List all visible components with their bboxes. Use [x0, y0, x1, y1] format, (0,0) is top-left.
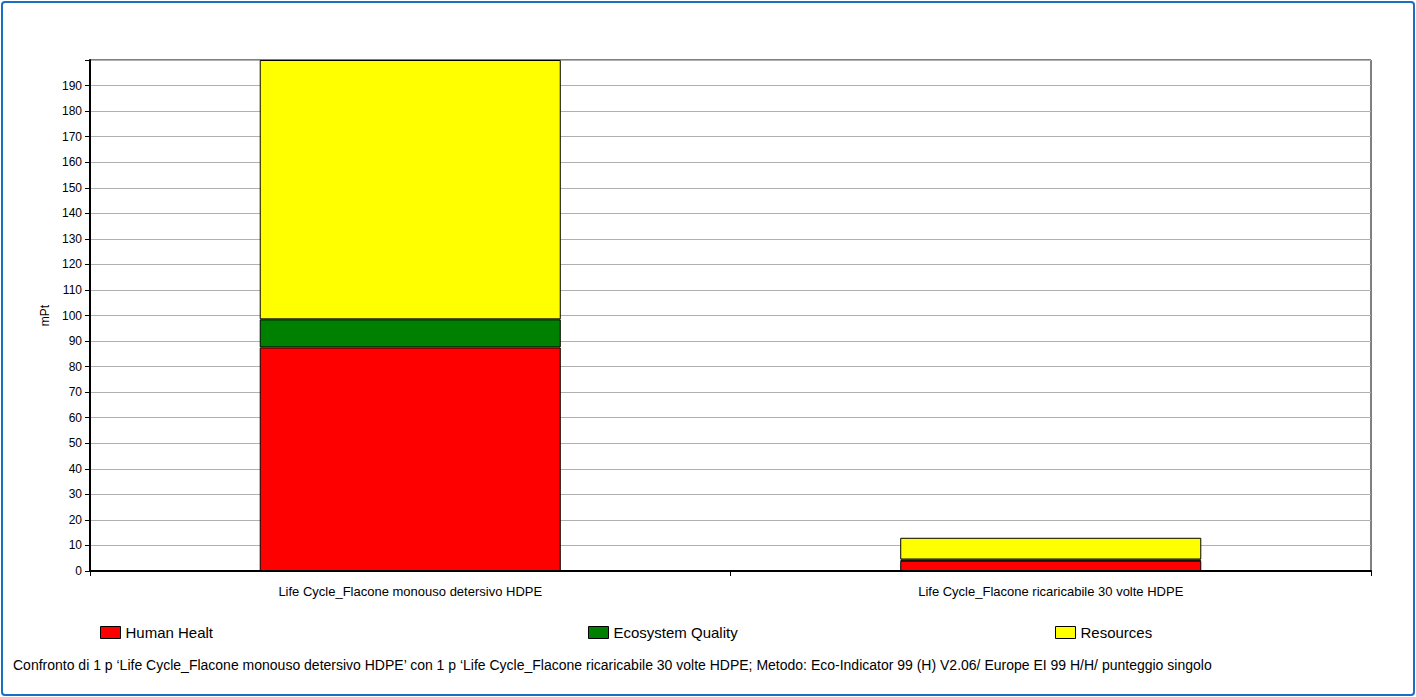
svg-text:130: 130 — [62, 232, 82, 246]
svg-text:0: 0 — [75, 564, 82, 578]
svg-text:70: 70 — [69, 385, 83, 399]
svg-text:Human Healt: Human Healt — [126, 624, 214, 641]
svg-text:140: 140 — [62, 206, 82, 220]
svg-text:120: 120 — [62, 257, 82, 271]
svg-text:160: 160 — [62, 155, 82, 169]
svg-text:30: 30 — [69, 487, 83, 501]
svg-text:Life Cycle_Flacone ricaricabil: Life Cycle_Flacone ricaricabile 30 volte… — [918, 584, 1184, 599]
svg-text:mPt: mPt — [38, 304, 52, 326]
svg-text:80: 80 — [69, 360, 83, 374]
svg-text:90: 90 — [69, 334, 83, 348]
svg-text:Ecosystem Quality: Ecosystem Quality — [614, 624, 739, 641]
svg-text:180: 180 — [62, 104, 82, 118]
svg-text:40: 40 — [69, 462, 83, 476]
svg-text:20: 20 — [69, 513, 83, 527]
svg-text:60: 60 — [69, 411, 83, 425]
svg-text:50: 50 — [69, 436, 83, 450]
svg-text:110: 110 — [63, 283, 82, 297]
svg-text:10: 10 — [69, 538, 83, 552]
svg-text:Confronto di 1 p ‘Life Cycle_F: Confronto di 1 p ‘Life Cycle_Flacone mon… — [13, 657, 1212, 673]
svg-text:150: 150 — [62, 181, 82, 195]
svg-text:100: 100 — [62, 309, 82, 323]
svg-text:Resources: Resources — [1081, 624, 1153, 641]
svg-text:170: 170 — [62, 130, 82, 144]
svg-text:190: 190 — [62, 79, 82, 93]
svg-text:Life Cycle_Flacone monouso det: Life Cycle_Flacone monouso detersivo HDP… — [278, 584, 542, 599]
